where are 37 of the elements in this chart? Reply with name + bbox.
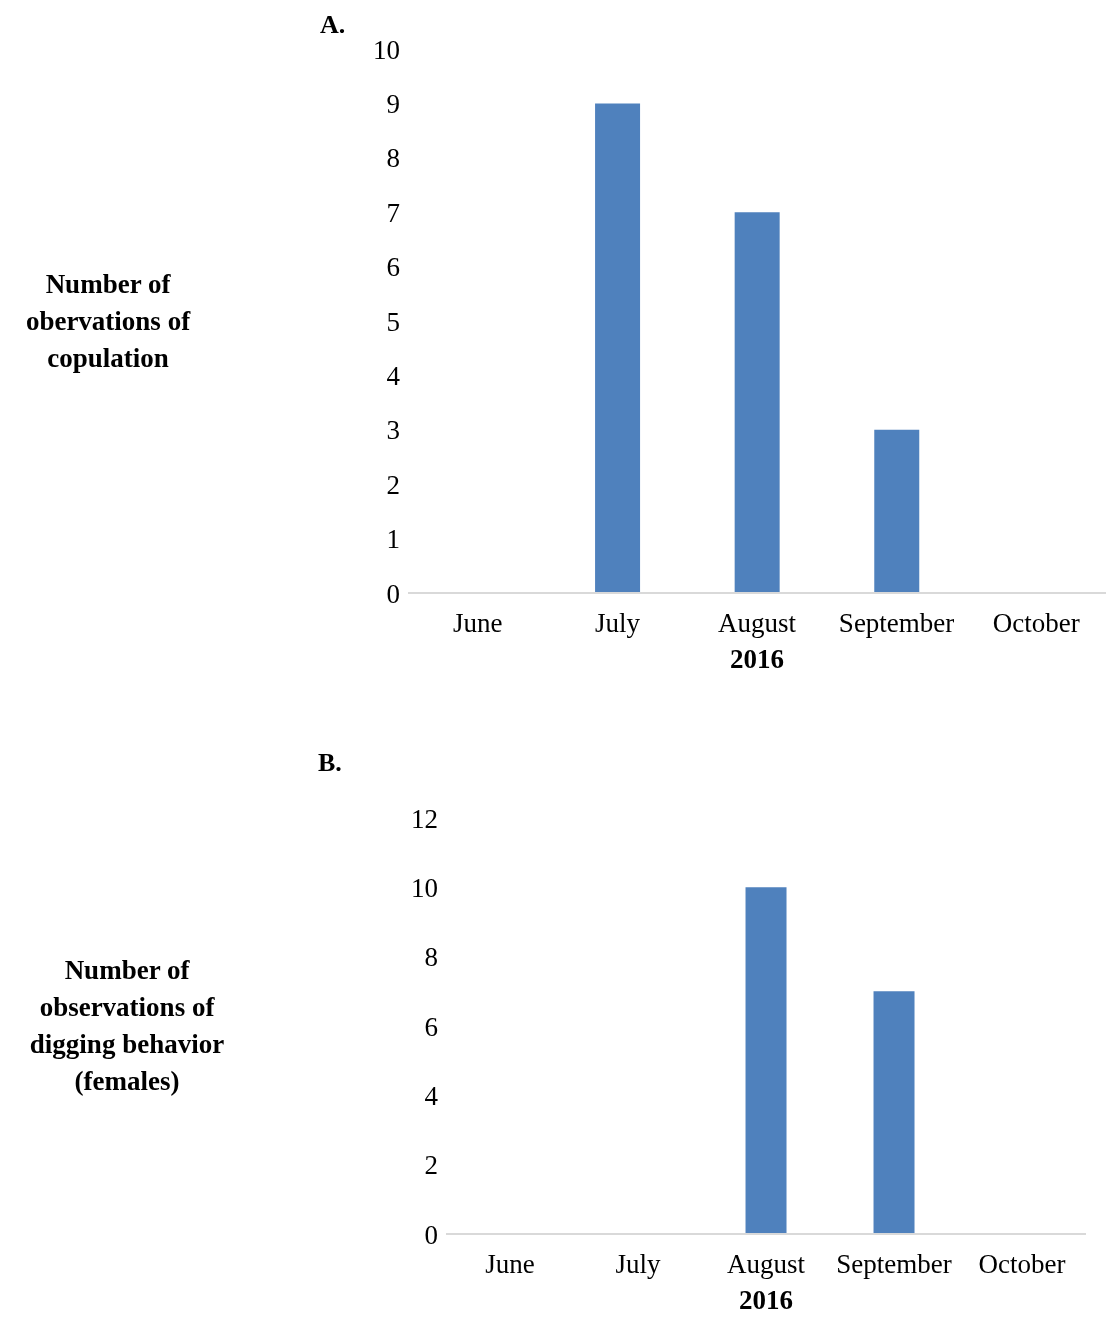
bar xyxy=(595,103,641,593)
y-tick-label: 8 xyxy=(424,942,438,973)
x-axis-title: 2016 xyxy=(739,1285,793,1315)
y-axis-title: Number of observations of digging behavior (females) xyxy=(28,954,226,1098)
x-tick-label: October xyxy=(992,608,1080,639)
y-tick-label: 8 xyxy=(386,143,400,174)
y-tick-label: 1 xyxy=(386,524,400,555)
x-tick-label: July xyxy=(594,608,641,639)
y-tick-label: 10 xyxy=(373,34,400,65)
y-tick-label: 10 xyxy=(411,872,438,903)
x-tick-label: September xyxy=(836,1249,952,1280)
bar xyxy=(734,212,780,593)
y-tick-label: 6 xyxy=(424,1011,438,1042)
chart-title: B. xyxy=(318,748,342,778)
x-tick-label: August xyxy=(726,1249,806,1280)
x-tick-label: June xyxy=(485,1249,535,1280)
y-tick-label: 0 xyxy=(424,1219,438,1250)
y-tick-label: 9 xyxy=(386,88,400,119)
y-tick-label: 4 xyxy=(424,1080,439,1111)
y-tick-label: 0 xyxy=(386,578,400,609)
y-tick-label: 6 xyxy=(386,252,400,283)
x-tick-label: June xyxy=(453,608,503,639)
x-tick-label: October xyxy=(978,1249,1066,1280)
x-axis-title: 2016 xyxy=(730,644,784,674)
y-tick-label: 5 xyxy=(386,306,400,337)
bar xyxy=(874,429,920,593)
y-tick-label: 3 xyxy=(386,415,400,446)
y-tick-label: 2 xyxy=(386,469,400,500)
chart-title: A. xyxy=(320,10,346,40)
y-tick-label: 4 xyxy=(386,360,401,391)
x-tick-label: July xyxy=(615,1249,661,1280)
y-axis-title: Number of obervations of copulation xyxy=(24,267,192,375)
y-tick-label: 7 xyxy=(386,197,400,228)
y-tick-label: 12 xyxy=(411,803,438,834)
y-tick-label: 2 xyxy=(424,1150,438,1181)
x-tick-label: September xyxy=(838,608,955,639)
x-tick-label: August xyxy=(717,608,797,639)
